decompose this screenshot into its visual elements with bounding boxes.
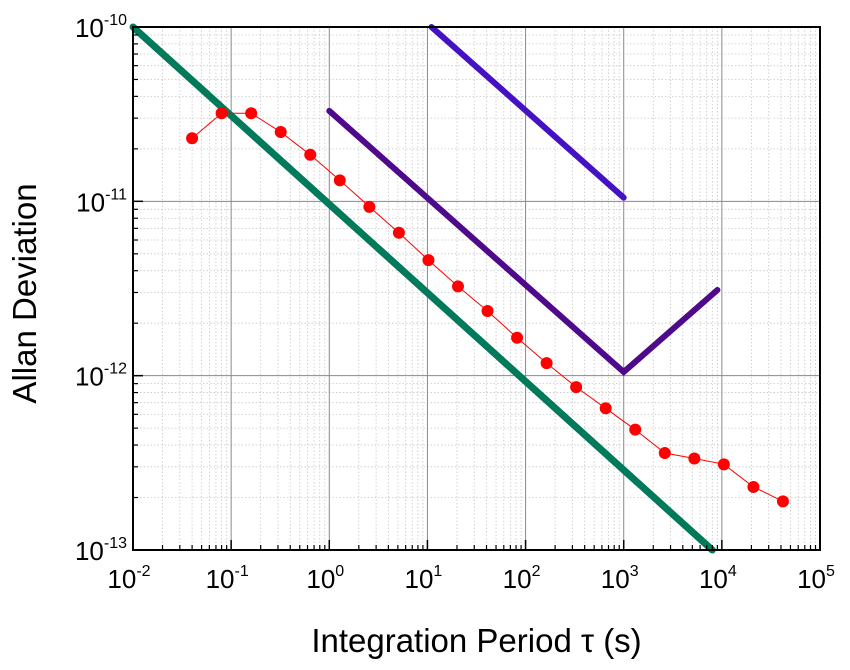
x-tick-base: 10	[797, 564, 826, 594]
series-3-line	[326, 107, 721, 376]
data-point	[599, 402, 612, 415]
x-tick-labels: 10-2 10-1 100 101 102 103 104 105	[107, 563, 835, 594]
data-point	[481, 304, 494, 317]
data-point	[540, 357, 553, 370]
x-tick-label: 10-2	[107, 563, 150, 594]
data-point	[629, 423, 642, 436]
data-point	[186, 132, 199, 145]
y-tick-base: 10	[75, 536, 104, 566]
y-tick-label: 10-10	[75, 12, 127, 43]
x-tick-exponent: 0	[335, 563, 344, 580]
y-tick-label: 10-13	[75, 535, 127, 566]
plot-frame	[132, 26, 821, 551]
y-tick-base: 10	[76, 187, 105, 217]
x-tick-base: 10	[306, 564, 335, 594]
data-point	[363, 200, 376, 213]
x-tick-base: 10	[206, 564, 235, 594]
y-tick-exponent: -10	[104, 12, 127, 29]
x-tick-exponent: 4	[728, 563, 737, 580]
x-tick-base: 10	[405, 564, 434, 594]
data-point	[658, 447, 671, 460]
x-tick-exponent: -2	[136, 563, 150, 580]
x-tick-label: 10-1	[206, 563, 249, 594]
y-tick-exponent: -12	[104, 361, 127, 378]
data-point	[451, 280, 464, 293]
series-2-line	[428, 24, 627, 201]
y-tick-label: 10-12	[75, 361, 127, 392]
y-tick-base: 10	[75, 13, 104, 43]
data-point	[333, 174, 346, 187]
series-1-line	[129, 23, 716, 554]
x-tick-base: 10	[503, 564, 532, 594]
x-tick-exponent: 3	[630, 563, 639, 580]
x-tick-label: 100	[306, 563, 344, 594]
data-point	[422, 254, 435, 267]
y-tick-exponent: -11	[105, 186, 127, 203]
axis-ticks	[132, 26, 821, 551]
x-tick-label: 104	[699, 563, 737, 594]
data-point	[717, 458, 730, 471]
data-point	[215, 107, 228, 120]
data-point	[274, 125, 287, 138]
x-tick-exponent: -1	[234, 563, 248, 580]
x-tick-base: 10	[107, 564, 136, 594]
x-tick-label: 105	[797, 563, 835, 594]
series-layer	[129, 23, 789, 554]
x-tick-label: 102	[503, 563, 541, 594]
x-tick-exponent: 2	[532, 563, 541, 580]
data-point	[304, 148, 317, 161]
data-point	[245, 107, 258, 120]
y-tick-label: 10-11	[76, 186, 127, 217]
data-point	[688, 452, 701, 465]
data-point	[747, 480, 760, 493]
data-point	[511, 331, 524, 344]
y-axis-title: Allan Deviation	[6, 183, 43, 403]
y-tick-base: 10	[75, 362, 104, 392]
data-point	[570, 381, 583, 394]
data-point	[776, 495, 789, 508]
data-point	[392, 226, 405, 239]
x-tick-base: 10	[699, 564, 728, 594]
x-tick-exponent: 1	[433, 563, 442, 580]
x-tick-exponent: 5	[826, 563, 835, 580]
x-tick-label: 103	[601, 563, 639, 594]
y-tick-exponent: -13	[104, 535, 127, 552]
x-axis-title: Integration Period τ (s)	[311, 622, 641, 659]
x-tick-base: 10	[601, 564, 630, 594]
x-tick-label: 101	[405, 563, 443, 594]
